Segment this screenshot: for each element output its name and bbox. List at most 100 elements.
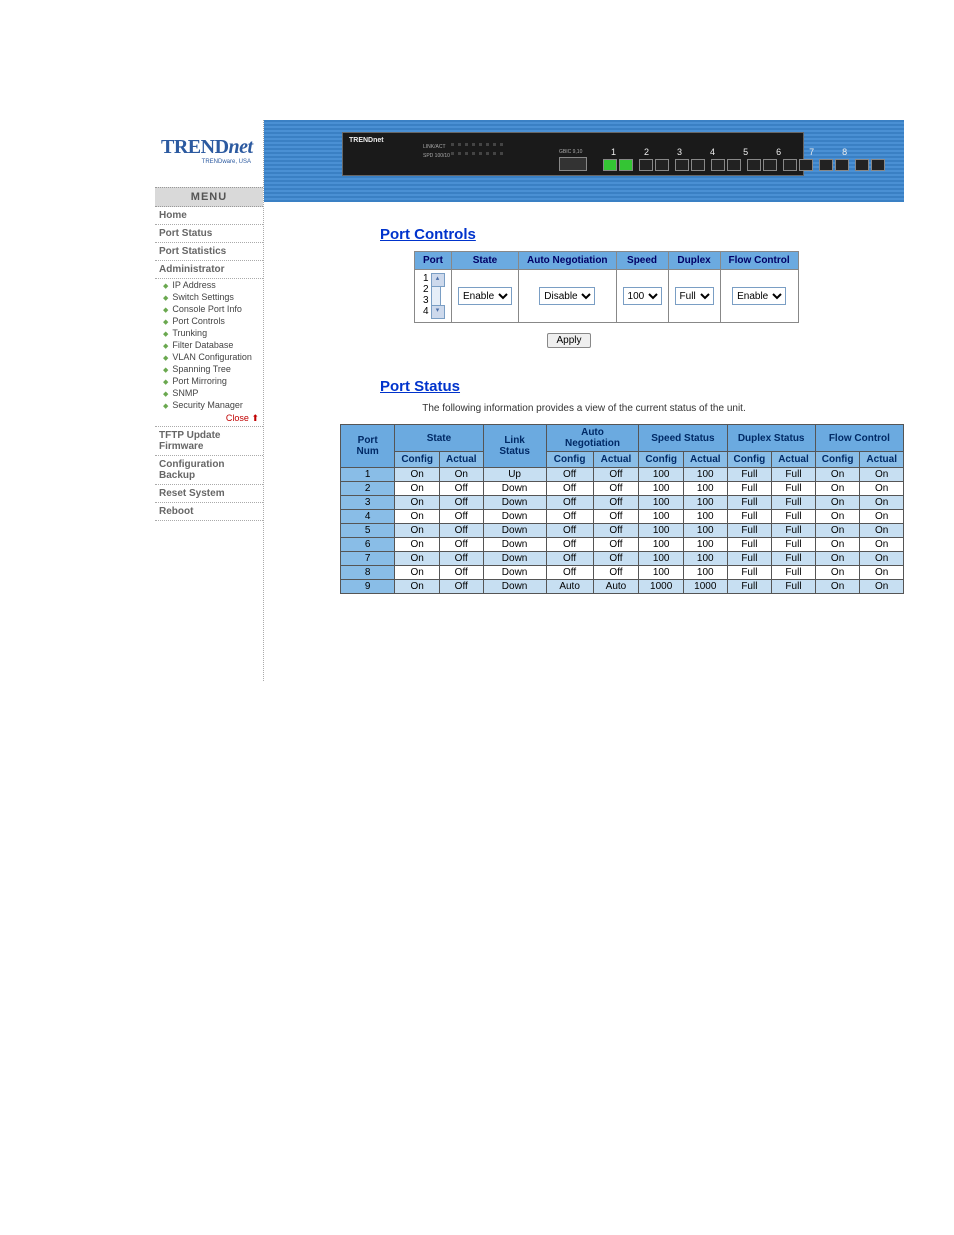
- table-row: 7OnOffDownOffOff100100FullFullOnOn: [341, 552, 904, 566]
- state-select[interactable]: Enable: [458, 287, 512, 305]
- menu-spanning-tree[interactable]: ◆Spanning Tree: [155, 363, 263, 375]
- table-cell: 100: [683, 538, 727, 552]
- ps-th-portnum: Port Num: [341, 425, 395, 468]
- table-cell: On: [860, 580, 904, 594]
- menu-snmp[interactable]: ◆SNMP: [155, 387, 263, 399]
- table-cell: 100: [683, 482, 727, 496]
- menu-close[interactable]: Close ⬆: [155, 411, 263, 427]
- table-cell: 100: [639, 552, 684, 566]
- menu-console-port-info[interactable]: ◆Console Port Info: [155, 303, 263, 315]
- switch-graphic: TRENDnet LINK/ACT SPD 100/10 GBIC 9,10 1…: [342, 132, 804, 176]
- table-cell: On: [815, 538, 860, 552]
- speed-select[interactable]: 100: [623, 287, 662, 305]
- port-jack-3[interactable]: [675, 159, 689, 171]
- scroll-up-icon[interactable]: ▴: [431, 273, 445, 287]
- port-jack-1[interactable]: [603, 159, 617, 171]
- table-cell: Full: [772, 566, 816, 580]
- table-cell: On: [815, 482, 860, 496]
- table-cell: On: [395, 524, 440, 538]
- switch-gbic-slot: [559, 157, 587, 171]
- table-cell: Down: [483, 524, 546, 538]
- table-cell: Full: [727, 566, 772, 580]
- port-jack-7[interactable]: [819, 159, 833, 171]
- table-cell: On: [395, 496, 440, 510]
- port-jack-4[interactable]: [711, 159, 725, 171]
- port-list-scrollbar[interactable]: ▴ ▾: [431, 273, 441, 319]
- table-cell: On: [395, 510, 440, 524]
- table-cell: Off: [546, 552, 593, 566]
- table-cell: Off: [593, 538, 639, 552]
- port-jack-2[interactable]: [639, 159, 653, 171]
- menu-port-statistics[interactable]: Port Statistics: [155, 243, 263, 261]
- scroll-down-icon[interactable]: ▾: [431, 305, 445, 319]
- sidebar: TRENDnet TRENDware, USA MENU Home Port S…: [155, 120, 264, 681]
- menu-reset-system[interactable]: Reset System: [155, 485, 263, 503]
- table-cell: 100: [639, 496, 684, 510]
- status-header-row-2: Config Actual Config Actual Config Actua…: [341, 452, 904, 468]
- table-cell: Off: [546, 482, 593, 496]
- menu-vlan-configuration[interactable]: ◆VLAN Configuration: [155, 351, 263, 363]
- switch-led-row-2: [451, 152, 503, 155]
- table-cell: Off: [546, 524, 593, 538]
- table-cell: Full: [772, 580, 816, 594]
- duplex-select[interactable]: Full: [675, 287, 714, 305]
- table-cell: Off: [546, 566, 593, 580]
- table-cell: Full: [727, 482, 772, 496]
- table-row: 8OnOffDownOffOff100100FullFullOnOn: [341, 566, 904, 580]
- port-controls-table: Port State Auto Negotiation Speed Duplex…: [414, 251, 799, 323]
- table-cell: 6: [341, 538, 395, 552]
- table-cell: Off: [439, 510, 483, 524]
- menu-reboot[interactable]: Reboot: [155, 503, 263, 521]
- ps-th-flow: Flow Control: [815, 425, 903, 452]
- table-cell: 1000: [639, 580, 684, 594]
- pc-port-cell: 1 2 3 4 ▴ ▾: [415, 270, 452, 323]
- port-jack-6[interactable]: [783, 159, 797, 171]
- apply-button[interactable]: Apply: [547, 333, 590, 348]
- table-row: 4OnOffDownOffOff100100FullFullOnOn: [341, 510, 904, 524]
- menu-config-backup[interactable]: Configuration Backup: [155, 456, 263, 485]
- port-select-list[interactable]: 1 2 3 4: [421, 273, 431, 319]
- table-cell: Off: [593, 482, 639, 496]
- table-row: 3OnOffDownOffOff100100FullFullOnOn: [341, 496, 904, 510]
- table-cell: 100: [639, 482, 684, 496]
- port-jack-8[interactable]: [855, 159, 869, 171]
- table-cell: On: [395, 482, 440, 496]
- menu-tftp-update[interactable]: TFTP Update Firmware: [155, 427, 263, 456]
- table-cell: On: [815, 580, 860, 594]
- port-controls-title: Port Controls: [380, 226, 904, 243]
- table-cell: Off: [593, 566, 639, 580]
- table-cell: Off: [439, 538, 483, 552]
- table-row: 2OnOffDownOffOff100100FullFullOnOn: [341, 482, 904, 496]
- menu-port-controls[interactable]: ◆Port Controls: [155, 315, 263, 327]
- table-cell: 100: [683, 510, 727, 524]
- port-jack-5[interactable]: [747, 159, 761, 171]
- flow-select[interactable]: Enable: [732, 287, 786, 305]
- menu-port-status[interactable]: Port Status: [155, 225, 263, 243]
- table-cell: On: [815, 566, 860, 580]
- menu-ip-address[interactable]: ◆IP Address: [155, 279, 263, 291]
- table-row: 9OnOffDownAutoAuto10001000FullFullOnOn: [341, 580, 904, 594]
- table-cell: Off: [593, 510, 639, 524]
- pc-th-flow: Flow Control: [720, 252, 798, 270]
- table-cell: Down: [483, 566, 546, 580]
- table-cell: Off: [439, 580, 483, 594]
- switch-led-row-1: [451, 143, 503, 146]
- menu-administrator[interactable]: Administrator: [155, 261, 263, 279]
- menu-port-mirroring[interactable]: ◆Port Mirroring: [155, 375, 263, 387]
- menu-home[interactable]: Home: [155, 207, 263, 225]
- table-cell: On: [395, 552, 440, 566]
- table-row: 5OnOffDownOffOff100100FullFullOnOn: [341, 524, 904, 538]
- menu-trunking[interactable]: ◆Trunking: [155, 327, 263, 339]
- table-cell: Full: [727, 496, 772, 510]
- table-cell: 3: [341, 496, 395, 510]
- menu-security-manager[interactable]: ◆Security Manager: [155, 399, 263, 411]
- table-row: 6OnOffDownOffOff100100FullFullOnOn: [341, 538, 904, 552]
- menu-switch-settings[interactable]: ◆Switch Settings: [155, 291, 263, 303]
- table-cell: 100: [639, 510, 684, 524]
- auto-neg-select[interactable]: Disable: [539, 287, 595, 305]
- table-cell: Full: [727, 538, 772, 552]
- table-cell: Full: [727, 510, 772, 524]
- table-cell: On: [815, 552, 860, 566]
- menu-filter-database[interactable]: ◆Filter Database: [155, 339, 263, 351]
- table-cell: Off: [593, 496, 639, 510]
